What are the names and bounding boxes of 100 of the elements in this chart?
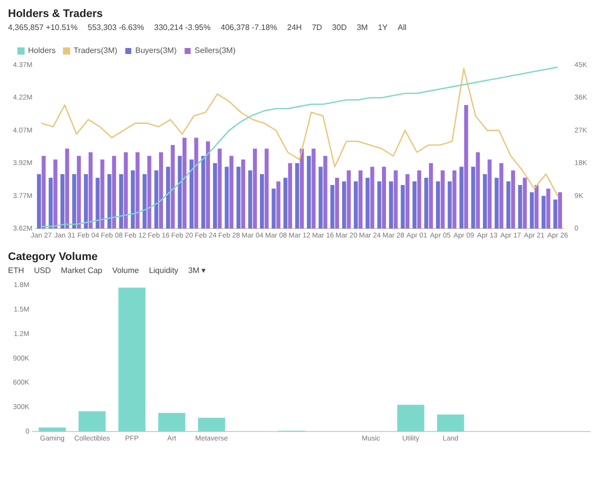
bar bbox=[300, 148, 304, 229]
bar bbox=[288, 163, 292, 229]
bar bbox=[201, 156, 206, 229]
bar bbox=[124, 152, 128, 229]
bar bbox=[178, 156, 182, 229]
bar bbox=[147, 156, 152, 229]
legend-label: Sellers(3M) bbox=[194, 46, 236, 56]
bar bbox=[36, 174, 41, 229]
bar bbox=[318, 166, 323, 229]
bar bbox=[546, 188, 550, 229]
bar bbox=[412, 181, 416, 229]
bar bbox=[358, 170, 363, 229]
bar bbox=[428, 163, 433, 229]
bar bbox=[494, 178, 499, 229]
chart-title: Holders & Traders bbox=[8, 8, 104, 22]
bar bbox=[417, 170, 422, 229]
bar bbox=[264, 148, 269, 229]
bar bbox=[553, 200, 558, 229]
bar bbox=[42, 156, 46, 229]
bar bbox=[136, 152, 140, 229]
bar bbox=[100, 160, 104, 229]
bar bbox=[346, 170, 351, 229]
bar bbox=[542, 196, 546, 229]
bar bbox=[312, 148, 316, 229]
bar bbox=[530, 192, 534, 229]
bar bbox=[142, 174, 147, 229]
bar bbox=[323, 156, 328, 229]
text: 3M bbox=[356, 23, 368, 34]
bar bbox=[53, 160, 58, 229]
bar bbox=[198, 418, 226, 432]
text: Market Cap bbox=[60, 266, 102, 277]
bar bbox=[158, 412, 186, 432]
bar bbox=[130, 170, 135, 229]
bar bbox=[394, 170, 398, 229]
bar bbox=[159, 152, 164, 229]
legend-label: Buyers(3M) bbox=[135, 46, 177, 56]
bar bbox=[306, 156, 311, 229]
bar bbox=[38, 428, 66, 432]
bar bbox=[213, 163, 217, 229]
bar bbox=[272, 188, 276, 229]
bar bbox=[236, 166, 240, 229]
bar bbox=[72, 174, 76, 229]
bar bbox=[389, 181, 394, 229]
bar bbox=[499, 163, 504, 229]
bar bbox=[112, 156, 116, 229]
bar bbox=[464, 104, 468, 229]
bar bbox=[452, 170, 456, 229]
bar bbox=[506, 181, 510, 229]
bar bbox=[366, 178, 370, 229]
chart-title: Category Volume bbox=[8, 251, 99, 265]
bar bbox=[96, 178, 100, 229]
text: Liquidity bbox=[148, 266, 178, 277]
bar bbox=[276, 181, 280, 229]
bar bbox=[511, 170, 516, 229]
bar bbox=[154, 170, 158, 229]
bar bbox=[295, 163, 300, 229]
bar bbox=[476, 152, 480, 229]
text: 330,214 -3.95% bbox=[154, 23, 211, 34]
bar bbox=[437, 414, 464, 432]
bar bbox=[534, 184, 539, 229]
text: 406,378 -7.18% bbox=[220, 23, 278, 34]
bar bbox=[342, 181, 346, 229]
bar bbox=[330, 184, 334, 229]
bar bbox=[76, 156, 81, 229]
bar bbox=[482, 174, 487, 229]
bar bbox=[471, 166, 476, 229]
bar bbox=[248, 170, 252, 229]
bar bbox=[224, 166, 229, 229]
bar bbox=[448, 181, 452, 229]
text: All bbox=[398, 23, 407, 34]
text: 7D bbox=[312, 23, 322, 34]
bar bbox=[405, 174, 410, 229]
bar bbox=[252, 148, 257, 229]
bar bbox=[522, 178, 527, 229]
bar bbox=[283, 178, 288, 229]
text: 4,365,857 +10.51% bbox=[8, 23, 78, 34]
bar bbox=[119, 174, 124, 229]
bar bbox=[65, 148, 70, 229]
text: 24H bbox=[287, 23, 302, 34]
text: USD bbox=[34, 266, 51, 277]
bar bbox=[436, 181, 440, 229]
text: 553,303 -6.63% bbox=[88, 23, 144, 34]
bar bbox=[78, 411, 106, 432]
bar bbox=[190, 160, 194, 229]
bar bbox=[558, 192, 562, 229]
bar bbox=[218, 148, 222, 229]
text: ETH bbox=[8, 266, 24, 277]
bar bbox=[170, 144, 175, 229]
bar bbox=[440, 170, 445, 229]
bar bbox=[229, 156, 234, 229]
bar bbox=[397, 404, 424, 432]
bar bbox=[382, 166, 386, 229]
bar bbox=[260, 174, 264, 229]
bar bbox=[354, 181, 358, 229]
legend-label: Traders(3M) bbox=[74, 46, 118, 56]
bar bbox=[60, 174, 64, 229]
bar bbox=[166, 166, 170, 229]
bar bbox=[118, 288, 146, 432]
text: Volume bbox=[112, 266, 139, 277]
bar bbox=[84, 174, 88, 229]
